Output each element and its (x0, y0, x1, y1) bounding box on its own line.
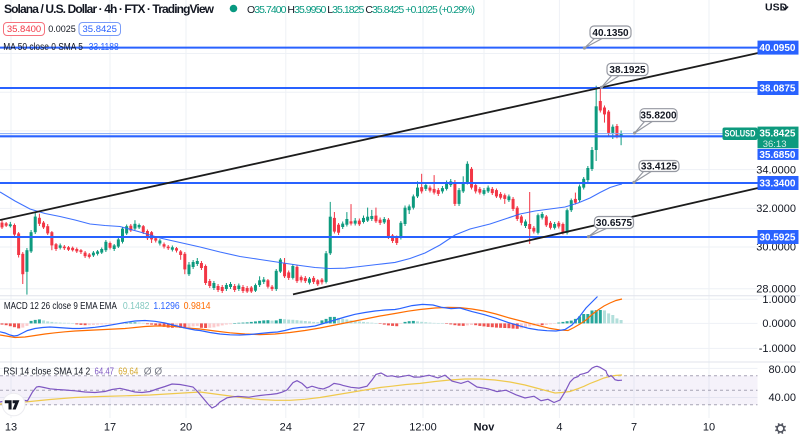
svg-text:-1.0000: -1.0000 (759, 343, 796, 355)
svg-text:30.5925: 30.5925 (759, 233, 796, 244)
svg-text:0.0000: 0.0000 (762, 318, 796, 330)
svg-text:MACD 12 26 close 9 EMA EMA: MACD 12 26 close 9 EMA EMA (4, 301, 117, 312)
svg-text:40.0950: 40.0950 (759, 43, 796, 54)
svg-text:24: 24 (280, 422, 292, 434)
svg-text:35.6850: 35.6850 (759, 150, 796, 161)
svg-text:0.0025: 0.0025 (48, 24, 76, 34)
svg-text:35.8425: 35.8425 (83, 24, 117, 35)
svg-text:33.4125: 33.4125 (641, 162, 678, 173)
svg-text:O35.7400 H35.9950 L35.1825 C35: O35.7400 H35.9950 L35.1825 C35.8425 +0.1… (247, 4, 475, 16)
svg-text:13: 13 (5, 422, 17, 434)
svg-text:4: 4 (556, 422, 562, 434)
svg-text:SOLUSD: SOLUSD (725, 129, 756, 139)
svg-text:38.1925: 38.1925 (609, 65, 646, 76)
svg-text:35.8400: 35.8400 (7, 24, 41, 35)
svg-text:27: 27 (353, 422, 365, 434)
svg-text:MA 50 close 0 SMA 5: MA 50 close 0 SMA 5 (3, 42, 83, 53)
svg-text:33.3400: 33.3400 (759, 179, 796, 190)
svg-text:30.6575: 30.6575 (596, 218, 633, 229)
svg-text:12:00: 12:00 (409, 422, 437, 434)
svg-text:7: 7 (631, 422, 637, 434)
svg-text:64.47: 64.47 (95, 367, 115, 378)
svg-text:36:13: 36:13 (763, 139, 787, 150)
svg-text:38.0875: 38.0875 (759, 84, 796, 95)
svg-text:28.0000: 28.0000 (756, 284, 796, 296)
svg-text:40.1350: 40.1350 (592, 28, 629, 39)
svg-text:1.1296: 1.1296 (153, 301, 180, 312)
svg-text:1.0000: 1.0000 (762, 294, 796, 306)
svg-text:10: 10 (703, 422, 715, 434)
svg-text:0.1482: 0.1482 (123, 301, 150, 312)
svg-text:17: 17 (104, 422, 116, 434)
svg-text:35.8425: 35.8425 (759, 129, 796, 140)
svg-text:20: 20 (180, 422, 192, 434)
svg-text:Nov: Nov (474, 422, 496, 434)
svg-text:69.64: 69.64 (118, 367, 138, 378)
svg-text:40.00: 40.00 (768, 392, 796, 404)
svg-text:Solana / U.S. Dollar · 4h · FT: Solana / U.S. Dollar · 4h · FTX · Tradin… (4, 2, 215, 16)
svg-text:80.00: 80.00 (768, 364, 796, 376)
svg-text:33.1188: 33.1188 (89, 42, 119, 53)
svg-text:Ø Ø: Ø Ø (144, 367, 163, 378)
svg-text:30.0000: 30.0000 (756, 242, 796, 254)
svg-text:32.0000: 32.0000 (756, 203, 796, 215)
svg-text:0.9814: 0.9814 (184, 301, 211, 312)
svg-text:34.0000: 34.0000 (756, 164, 796, 176)
svg-text:USD: USD (765, 2, 788, 14)
svg-text:RSI 14 close SMA 14 2: RSI 14 close SMA 14 2 (3, 367, 90, 378)
svg-text:35.8200: 35.8200 (640, 111, 677, 122)
